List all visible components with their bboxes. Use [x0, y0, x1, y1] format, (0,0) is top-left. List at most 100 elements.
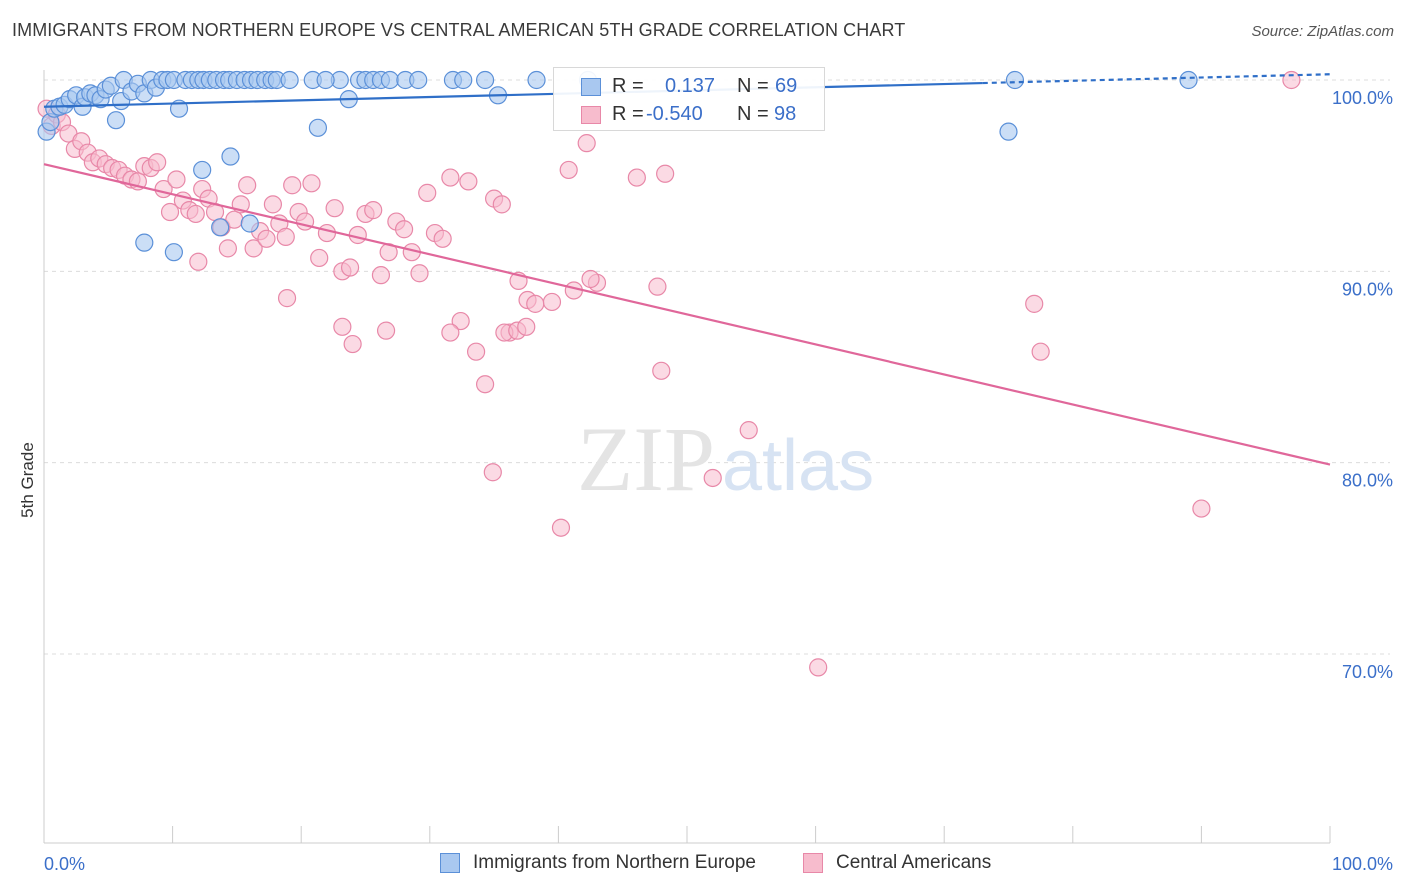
data-point-central-americans [376, 321, 396, 340]
data-point-central-americans [238, 176, 257, 195]
series-legend-label: Immigrants from Northern Europe [473, 852, 756, 873]
data-point-northern-europe [475, 70, 495, 90]
data-point-central-americans [517, 317, 536, 336]
data-point-central-americans [581, 269, 600, 289]
data-point-northern-europe [164, 243, 183, 262]
data-point-northern-europe [454, 70, 473, 90]
series-northern-europe [37, 70, 1198, 262]
data-point-central-americans [577, 134, 596, 153]
data-point-northern-europe [380, 70, 400, 90]
data-point-central-americans [1192, 499, 1211, 518]
chart-title: IMMIGRANTS FROM NORTHERN EUROPE VS CENTR… [12, 20, 906, 40]
data-point-central-americans [1031, 342, 1050, 361]
legend-n-value: 98 [774, 103, 797, 125]
data-point-northern-europe [221, 147, 240, 166]
legend-r-value: 0.137 [665, 75, 716, 97]
data-point-central-americans [276, 227, 295, 246]
y-axis-label: 5th Grade [18, 442, 37, 518]
data-point-central-americans [340, 258, 360, 277]
data-point-central-americans [451, 311, 470, 331]
data-point-central-americans [441, 168, 460, 187]
data-point-central-americans [542, 292, 562, 312]
trend-line-northern-europe [43, 81, 983, 108]
legend-swatch-blue [581, 78, 601, 96]
data-point-central-americans [466, 342, 486, 361]
trend-line-central-americans [43, 163, 1331, 466]
data-point-northern-europe [280, 70, 299, 90]
x-tick-label: 0.0% [44, 854, 85, 874]
data-point-central-americans [652, 361, 671, 380]
data-point-central-americans [483, 463, 502, 482]
data-point-central-americans [627, 168, 646, 187]
data-point-northern-europe [135, 233, 154, 252]
data-point-central-americans [648, 277, 667, 296]
legend-n-label: N = [737, 103, 769, 125]
correlation-legend: R = 0.137 N = 69 R = -0.540 N = 98 [553, 67, 825, 131]
data-point-central-americans [394, 220, 414, 239]
legend-r-label: R = [612, 75, 644, 97]
data-point-central-americans [277, 289, 297, 308]
data-point-northern-europe [316, 70, 335, 90]
data-point-central-americans [257, 229, 276, 248]
x-tick-label: 100.0% [1332, 854, 1393, 874]
data-point-central-americans [371, 266, 391, 285]
grid-layer [44, 79, 1390, 655]
data-point-central-americans [186, 204, 205, 224]
legend-swatch-pink [581, 106, 601, 124]
source-label: Source: ZipAtlas.com [1251, 23, 1394, 40]
trend-lines [43, 73, 1331, 466]
data-point-northern-europe [1179, 70, 1198, 90]
data-point-northern-europe [1005, 70, 1025, 90]
watermark-zip: ZIP [577, 408, 715, 510]
data-point-central-americans [325, 199, 344, 218]
data-point-central-americans [310, 248, 329, 268]
data-point-central-americans [441, 323, 460, 342]
y-tick-label: 90.0% [1342, 279, 1393, 299]
data-point-central-americans [492, 195, 511, 214]
data-point-northern-europe [527, 70, 546, 90]
series-central-americans [37, 70, 1301, 677]
data-point-central-americans [410, 264, 429, 283]
data-point-central-americans [364, 201, 383, 220]
data-point-northern-europe [999, 122, 1018, 141]
data-point-central-americans [559, 160, 578, 180]
data-point-central-americans [218, 239, 237, 258]
y-tick-label: 100.0% [1332, 88, 1393, 108]
y-tick-label: 70.0% [1342, 662, 1393, 682]
y-axis-label-wrap: 5th Grade [8, 380, 48, 580]
data-point-central-americans [283, 176, 302, 195]
legend-n-label: N = [737, 75, 769, 97]
data-point-central-americans [317, 223, 337, 243]
trend-line-northern-europe-extension [982, 73, 1331, 85]
data-point-central-americans [433, 229, 452, 248]
data-point-central-americans [418, 183, 437, 202]
data-point-northern-europe [211, 218, 230, 237]
data-point-central-americans [475, 375, 495, 394]
data-point-central-americans [1282, 70, 1301, 90]
axis-layer [43, 70, 1331, 844]
data-point-northern-europe [106, 111, 126, 130]
legend-n-value: 69 [775, 75, 798, 97]
data-point-northern-europe [193, 160, 212, 180]
watermark: ZIP atlas [577, 408, 874, 510]
data-point-central-americans [739, 421, 758, 440]
data-point-central-americans [343, 334, 362, 354]
data-point-central-americans [703, 468, 722, 488]
data-point-central-americans [302, 174, 321, 193]
data-point-central-americans [551, 518, 571, 537]
data-point-central-americans [526, 294, 545, 313]
watermark-atlas: atlas [722, 426, 874, 506]
data-point-central-americans [160, 202, 180, 222]
data-point-central-americans [189, 252, 208, 271]
data-point-northern-europe [240, 214, 259, 233]
data-point-central-americans [333, 317, 352, 336]
data-point-central-americans [459, 172, 478, 191]
data-point-central-americans [1025, 294, 1044, 313]
series-legend-swatch-blue [440, 853, 460, 873]
y-tick-label: 80.0% [1342, 471, 1393, 491]
data-point-central-americans [809, 658, 828, 677]
series-legend-label: Central Americans [836, 852, 992, 873]
tick-labels: 70.0% 80.0% 90.0% 100.0% 0.0% 100.0% [44, 88, 1393, 874]
data-point-northern-europe [308, 118, 328, 137]
